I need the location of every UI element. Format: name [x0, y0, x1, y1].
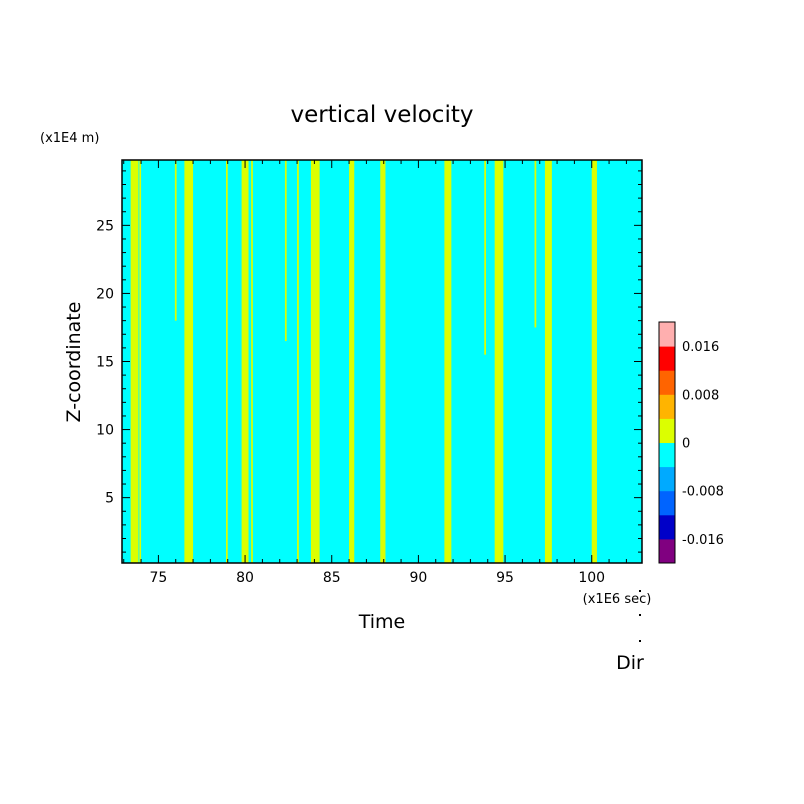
band-4	[226, 160, 228, 563]
x-axis-label: Time	[358, 611, 406, 633]
colorbar-tick-label: -0.016	[682, 533, 724, 548]
y-axis: 5 10 15 20 25	[96, 170, 642, 553]
band-13	[484, 160, 486, 355]
x-tick-label: 90	[409, 570, 427, 586]
band-5	[241, 160, 249, 563]
band-6	[251, 160, 253, 563]
colorbar-level-7	[659, 370, 675, 395]
colorbar-tick-label: -0.008	[682, 485, 724, 500]
band-8	[297, 160, 299, 563]
band-2	[174, 160, 177, 321]
y-tick-label: 15	[96, 355, 114, 371]
y-tick-label: 5	[105, 491, 114, 507]
colorbar-level-8	[659, 346, 675, 371]
colorbar-level-3	[659, 466, 675, 492]
y-tick-label: 25	[96, 218, 114, 234]
colorbar-tick-label: 0.016	[682, 340, 719, 355]
colorbar-level-2	[659, 490, 675, 516]
chart-title: vertical velocity	[291, 102, 474, 128]
dir-mark	[639, 590, 641, 592]
x-axis: 75 80 85 90 95 100	[123, 160, 627, 586]
x-tick-label: 95	[496, 570, 514, 586]
plot-area	[121, 159, 643, 564]
band-12	[444, 160, 452, 563]
band-11	[380, 160, 386, 563]
band-0	[130, 160, 139, 563]
colorbar-level-4	[659, 442, 675, 468]
dir-mark	[639, 614, 641, 616]
x-tick-label: 75	[149, 570, 167, 586]
y-axis-label: Z-coordinate	[63, 302, 85, 423]
y-unit-label: (x1E4 m)	[40, 131, 99, 146]
colorbar-tick-label: 0	[682, 437, 690, 452]
band-17	[591, 160, 597, 563]
y-tick-label: 20	[96, 286, 114, 302]
band-16	[544, 160, 552, 563]
x-tick-label: 80	[236, 570, 254, 586]
band-15	[534, 160, 537, 328]
band-14	[494, 160, 504, 563]
y-tick-label: 10	[96, 423, 114, 439]
colorbar-frame	[658, 321, 676, 564]
colorbar: 0.016 0.008 0 -0.008 -0.016	[658, 321, 724, 564]
band-10	[349, 160, 355, 563]
colorbar-tick-label: 0.008	[682, 388, 719, 403]
band-1	[139, 160, 142, 563]
dir-label: Dir	[616, 652, 644, 674]
positive-bands	[130, 160, 597, 563]
x-tick-label: 100	[578, 570, 605, 586]
x-tick-label: 85	[323, 570, 341, 586]
dir-mark	[639, 640, 641, 642]
direction-marks	[639, 590, 641, 642]
colorbar-level-9	[659, 322, 675, 347]
colorbar-level-5	[659, 418, 675, 443]
band-7	[284, 160, 287, 342]
x-unit-label: (x1E6 sec)	[583, 592, 652, 607]
colorbar-level-1	[659, 514, 675, 540]
colorbar-level-0	[659, 538, 675, 564]
band-9	[310, 160, 320, 563]
band-3	[184, 160, 194, 563]
colorbar-level-6	[659, 394, 675, 419]
